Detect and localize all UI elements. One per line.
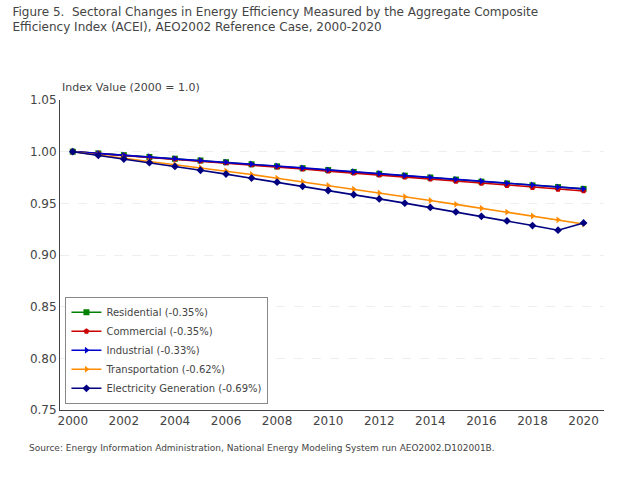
svg-text:0.90: 0.90	[30, 248, 57, 262]
svg-text:Transportation (-0.62%): Transportation (-0.62%)	[105, 364, 225, 375]
svg-text:Figure 5. Sectoral Changes in: Figure 5. Sectoral Changes in Energy Eff…	[12, 5, 538, 35]
svg-text:2000: 2000	[57, 414, 88, 428]
svg-text:1.00: 1.00	[30, 145, 57, 159]
svg-text:0.85: 0.85	[30, 300, 57, 314]
svg-text:2012: 2012	[364, 414, 395, 428]
svg-text:Index Value (2000 = 1.0): Index Value (2000 = 1.0)	[62, 81, 200, 94]
svg-text:2018: 2018	[517, 414, 548, 428]
svg-text:Source: Energy Information Adm: Source: Energy Information Administratio…	[29, 443, 495, 453]
svg-text:Industrial (-0.33%): Industrial (-0.33%)	[106, 345, 199, 356]
svg-text:2002: 2002	[109, 414, 140, 428]
svg-text:2010: 2010	[313, 414, 344, 428]
svg-text:2016: 2016	[466, 414, 497, 428]
svg-text:Residential (-0.35%): Residential (-0.35%)	[106, 307, 208, 318]
svg-text:2008: 2008	[262, 414, 293, 428]
svg-text:1.05: 1.05	[30, 93, 57, 107]
svg-text:0.95: 0.95	[30, 197, 57, 211]
svg-text:2020: 2020	[568, 414, 599, 428]
svg-text:2004: 2004	[160, 414, 191, 428]
svg-text:0.75: 0.75	[30, 403, 57, 417]
svg-text:2014: 2014	[415, 414, 446, 428]
svg-text:2006: 2006	[211, 414, 242, 428]
svg-text:Electricity Generation (-0.69%: Electricity Generation (-0.69%)	[106, 383, 261, 394]
svg-text:Commercial (-0.35%): Commercial (-0.35%)	[106, 326, 212, 337]
svg-text:0.80: 0.80	[30, 352, 57, 366]
